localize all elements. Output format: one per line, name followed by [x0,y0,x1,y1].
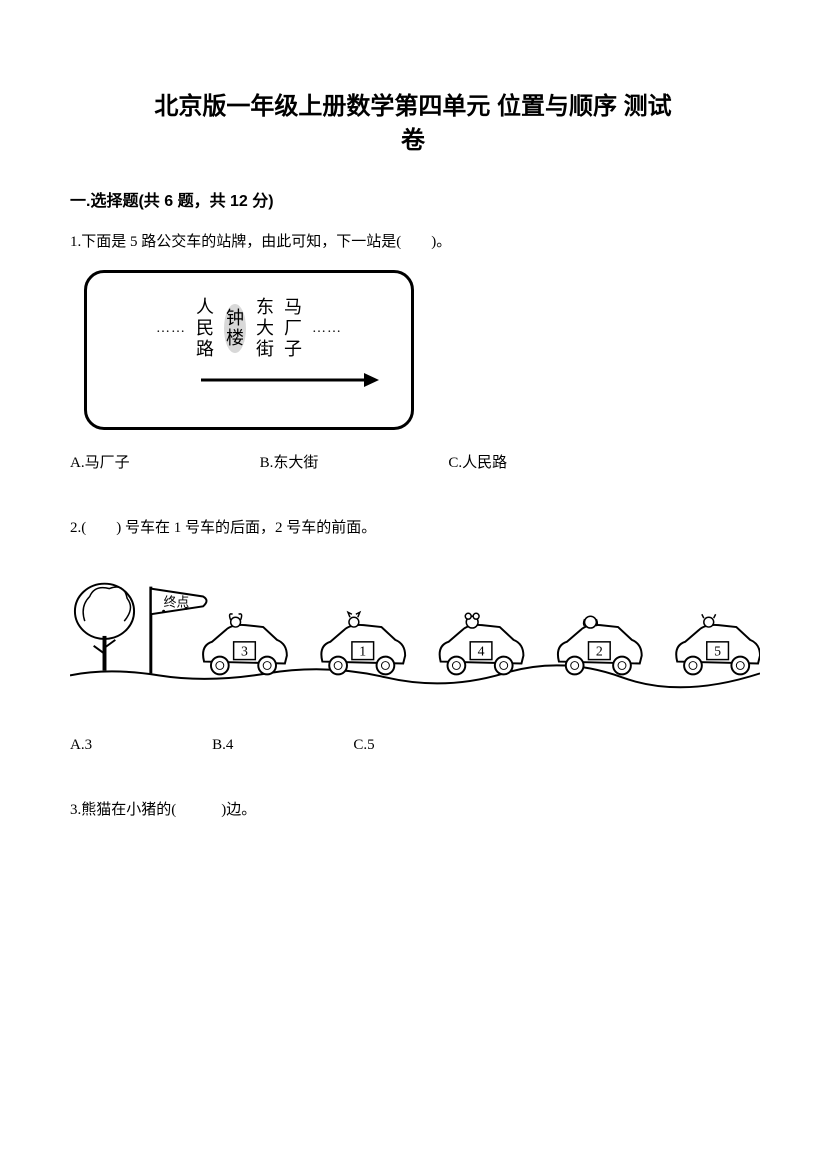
q1-option-c: C.人民路 [448,450,507,477]
svg-text:5: 5 [714,644,721,659]
car-2: 2 [558,616,642,674]
stop-machangzi: 马厂子 [284,297,302,359]
svg-text:3: 3 [241,644,248,659]
stop-zhonglou: 钟楼 [224,304,246,353]
finish-flag-icon: 终点 [151,587,207,674]
question-3-text: 3.熊猫在小猪的( )边。 [70,797,756,824]
dots-left: …… [156,316,186,341]
car-4: 4 [440,613,524,674]
direction-arrow-icon [199,369,379,391]
section-1-header: 一.选择题(共 6 题，共 12 分) [70,187,756,211]
question-1: 1.下面是 5 路公交车的站牌，由此可知，下一站是( )。 …… 人民路 钟楼 … [70,229,756,477]
title-line-2: 卷 [401,127,425,154]
bus-stops-row: …… 人民路 钟楼 东大街 马厂子 …… [109,297,389,359]
q1-option-b: B.东大街 [260,450,319,477]
question-2-text: 2.( ) 号车在 1 号车的后面，2 号车的前面。 [70,515,756,542]
question-3: 3.熊猫在小猪的( )边。 [70,797,756,824]
svg-text:1: 1 [359,644,366,659]
q1-option-a: A.马厂子 [70,450,130,477]
page-title: 北京版一年级上册数学第四单元 位置与顺序 测试 卷 [70,90,756,157]
question-1-options: A.马厂子 B.东大街 C.人民路 [70,450,756,477]
tree-icon [75,584,134,671]
bus-sign-box: …… 人民路 钟楼 东大街 马厂子 …… [84,270,414,430]
q2-option-a: A.3 [70,732,92,759]
car-3: 3 [203,614,287,675]
stop-dongdajie: 东大街 [256,297,274,359]
question-2-options: A.3 B.4 C.5 [70,732,756,759]
q2-option-b: B.4 [212,732,233,759]
car-5: 5 [676,614,760,674]
car-1: 1 [321,612,405,674]
svg-text:4: 4 [478,644,485,659]
dots-right: …… [312,316,342,341]
bus-sign-figure: …… 人民路 钟楼 东大街 马厂子 …… [84,270,756,430]
question-1-text: 1.下面是 5 路公交车的站牌，由此可知，下一站是( )。 [70,229,756,256]
car-race-figure: 终点 3 1 [70,566,760,696]
question-2: 2.( ) 号车在 1 号车的后面，2 号车的前面。 终点 3 [70,515,756,759]
svg-text:2: 2 [596,644,603,659]
q2-option-c: C.5 [353,732,374,759]
stop-renminlu: 人民路 [196,297,214,359]
title-line-1: 北京版一年级上册数学第四单元 位置与顺序 测试 [154,93,671,120]
